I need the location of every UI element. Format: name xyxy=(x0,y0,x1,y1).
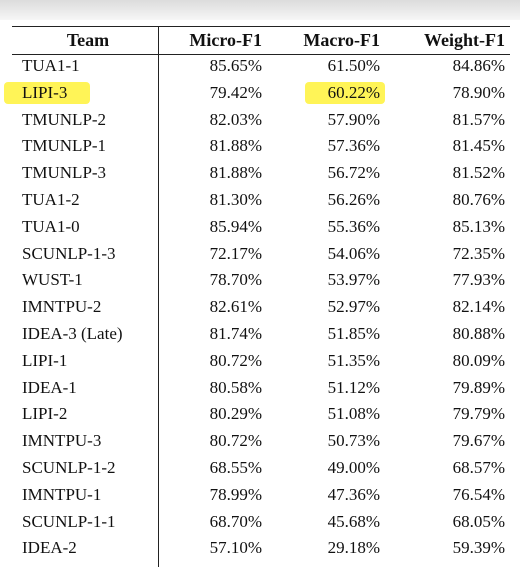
team-name: IMNTPU-1 xyxy=(22,484,102,504)
team-name: TUA1-1 xyxy=(22,56,80,75)
team-name: TUA1-0 xyxy=(22,216,80,236)
highlight xyxy=(305,82,385,104)
score: 60.22% xyxy=(327,82,380,102)
score: 57.90% xyxy=(327,109,380,129)
score: 78.70% xyxy=(209,270,262,290)
score: 51.08% xyxy=(327,404,380,424)
score: 80.72% xyxy=(209,431,262,451)
score: 81.30% xyxy=(209,190,262,209)
score: 68.55% xyxy=(209,458,262,477)
highlight xyxy=(4,82,90,104)
score: 55.36% xyxy=(327,216,380,236)
score: 82.61% xyxy=(209,297,262,317)
score: 85.94% xyxy=(209,216,262,236)
column-header: Team xyxy=(66,30,110,50)
score: 61.50% xyxy=(327,56,380,75)
team-name: SCUNLP-1-3 xyxy=(22,243,116,263)
score: 81.88% xyxy=(209,136,262,156)
team-name: LIPI-1 xyxy=(22,350,68,370)
score: 79.79% xyxy=(452,404,505,424)
score: 51.35% xyxy=(327,350,380,370)
score: 56.26% xyxy=(327,190,380,209)
score: 80.88% xyxy=(452,324,505,343)
score: 80.72% xyxy=(209,350,262,370)
score: 68.70% xyxy=(209,511,262,531)
score: 80.09% xyxy=(452,350,505,370)
score: 82.14% xyxy=(452,297,505,317)
score: 81.74% xyxy=(209,324,262,343)
score: 54.06% xyxy=(327,243,380,263)
score: 50.73% xyxy=(327,431,380,451)
team-name: TMUNLP-3 xyxy=(22,163,107,183)
score: 84.86% xyxy=(452,56,505,75)
team-name: IDEA-2 xyxy=(22,538,77,558)
score: 80.58% xyxy=(209,377,262,397)
score: 76.54% xyxy=(452,484,505,504)
score: 81.45% xyxy=(452,136,505,156)
team-name: IMNTPU-2 xyxy=(22,297,102,317)
score: 79.42% xyxy=(209,82,262,102)
score: 85.65% xyxy=(209,56,262,75)
score: 49.00% xyxy=(327,458,380,477)
score: 72.35% xyxy=(452,243,505,263)
score: 81.52% xyxy=(452,163,505,183)
score: 51.85% xyxy=(327,324,380,343)
score: 52.97% xyxy=(327,297,380,317)
score: 81.57% xyxy=(452,109,505,129)
team-name: WUST-1 xyxy=(22,270,83,290)
score: 78.90% xyxy=(452,82,505,102)
score: 68.05% xyxy=(452,511,505,531)
score: 29.18% xyxy=(327,538,380,558)
score: 80.29% xyxy=(209,404,262,424)
team-name: TMUNLP-2 xyxy=(22,109,107,129)
team-name: LIPI-3 xyxy=(22,82,68,102)
score: 77.93% xyxy=(452,270,505,290)
team-name: IMNTPU-3 xyxy=(22,431,102,451)
score: 45.68% xyxy=(327,511,380,531)
top-shade xyxy=(0,0,520,20)
score: 85.13% xyxy=(452,216,505,236)
score: 57.10% xyxy=(209,538,262,558)
team-name: IDEA-3 (Late) xyxy=(22,324,123,343)
team-name: TMUNLP-1 xyxy=(22,136,107,156)
score: 79.89% xyxy=(452,377,505,397)
team-name: SCUNLP-1-1 xyxy=(22,511,116,531)
team-name: IDEA-1 xyxy=(22,377,77,397)
score: 59.39% xyxy=(452,538,505,558)
score: 51.12% xyxy=(327,377,380,397)
score: 56.72% xyxy=(327,163,380,183)
top-rule xyxy=(12,26,510,27)
score: 79.67% xyxy=(452,431,505,451)
column-header: Micro-F1 xyxy=(189,30,262,50)
score: 72.17% xyxy=(209,243,262,263)
team-name: SCUNLP-1-2 xyxy=(22,458,116,477)
team-name: TUA1-2 xyxy=(22,190,80,209)
score: 53.97% xyxy=(327,270,380,290)
score: 81.88% xyxy=(209,163,262,183)
score: 82.03% xyxy=(209,109,262,129)
score: 78.99% xyxy=(209,484,262,504)
score: 80.76% xyxy=(452,190,505,209)
column-divider xyxy=(158,27,159,567)
column-header: Macro-F1 xyxy=(303,30,380,50)
team-name: LIPI-2 xyxy=(22,404,68,424)
score: 47.36% xyxy=(327,484,380,504)
header-rule xyxy=(12,54,510,55)
column-header: Weight-F1 xyxy=(424,30,505,50)
score: 68.57% xyxy=(452,458,505,477)
score: 57.36% xyxy=(327,136,380,156)
